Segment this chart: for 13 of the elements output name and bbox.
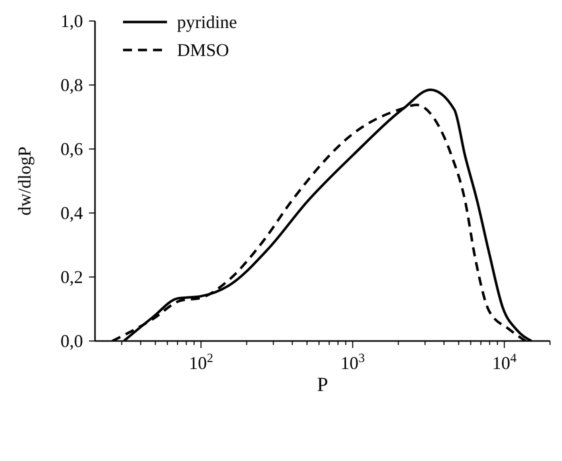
x-axis-title: P — [316, 374, 328, 396]
legend-label: DMSO — [177, 40, 230, 60]
x-tick-label: 10$^{4}$ — [492, 351, 518, 373]
x-tick-label: 10$^{3}$ — [340, 351, 365, 373]
y-axis-title: dw/dlogP — [14, 146, 34, 216]
y-tick-label: 0,6 — [60, 139, 83, 159]
y-tick-label: 1,0 — [60, 11, 83, 31]
legend-label: pyridine — [177, 12, 237, 32]
x-tick-label: 10$^{2}$ — [188, 351, 214, 373]
y-tick-label: 0,0 — [60, 331, 83, 351]
y-tick-label: 0,2 — [60, 267, 83, 287]
y-tick-label: 0,8 — [60, 75, 83, 95]
y-tick-label: 0,4 — [60, 203, 83, 223]
